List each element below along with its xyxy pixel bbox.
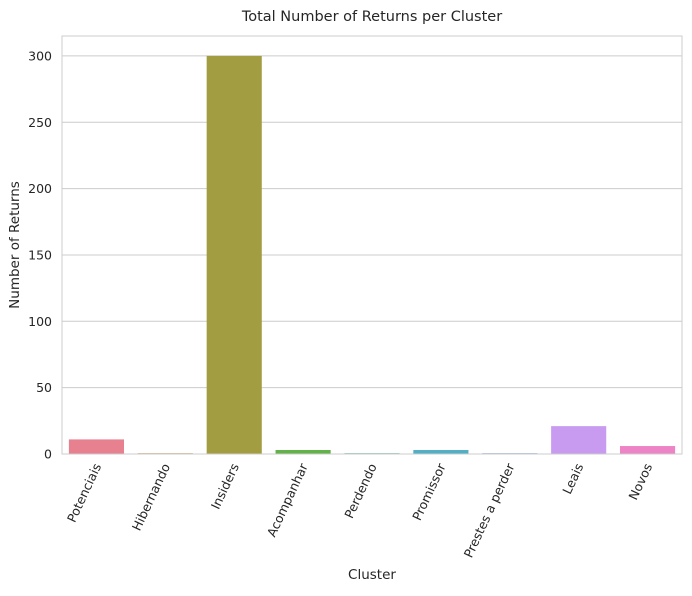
bar-acompanhar <box>275 450 331 454</box>
x-tick-label: Promissor <box>409 460 449 523</box>
x-tick-label: Hibernando <box>129 461 173 533</box>
x-tick-label: Insiders <box>208 461 242 512</box>
x-tick-label: Prestes a perder <box>461 460 518 560</box>
x-tick-label: Acompanhar <box>264 460 311 539</box>
y-axis-label: Number of Returns <box>7 181 23 309</box>
bar-potenciais <box>68 439 124 454</box>
y-tick-label: 50 <box>36 380 52 395</box>
chart-title: Total Number of Returns per Cluster <box>241 9 502 25</box>
plot-area <box>62 36 682 454</box>
x-tick-label: Perdendo <box>341 461 379 521</box>
gridlines <box>62 55 682 455</box>
x-tick-label: Potenciais <box>64 461 104 525</box>
y-tick-label: 150 <box>28 247 52 262</box>
y-tick-label: 250 <box>28 115 52 130</box>
x-tick-label: Novos <box>625 461 655 502</box>
x-axis-label: Cluster <box>348 567 396 583</box>
y-tick-label: 100 <box>28 314 52 329</box>
bar-leais <box>551 426 607 454</box>
x-tick-label: Leais <box>559 461 586 496</box>
bar-novos <box>620 446 676 454</box>
bar-insiders <box>206 55 262 455</box>
x-tick-labels: Potenciais Hibernando Insiders Acompanhar Pe… <box>64 460 655 560</box>
plot-frame <box>61 35 683 455</box>
y-tick-labels: 0 50 100 150 200 250 300 <box>28 48 52 461</box>
y-tick-label: 200 <box>28 181 52 196</box>
y-tick-label: 300 <box>28 48 52 63</box>
bar-promissor <box>413 450 469 454</box>
y-tick-label: 0 <box>44 447 52 462</box>
